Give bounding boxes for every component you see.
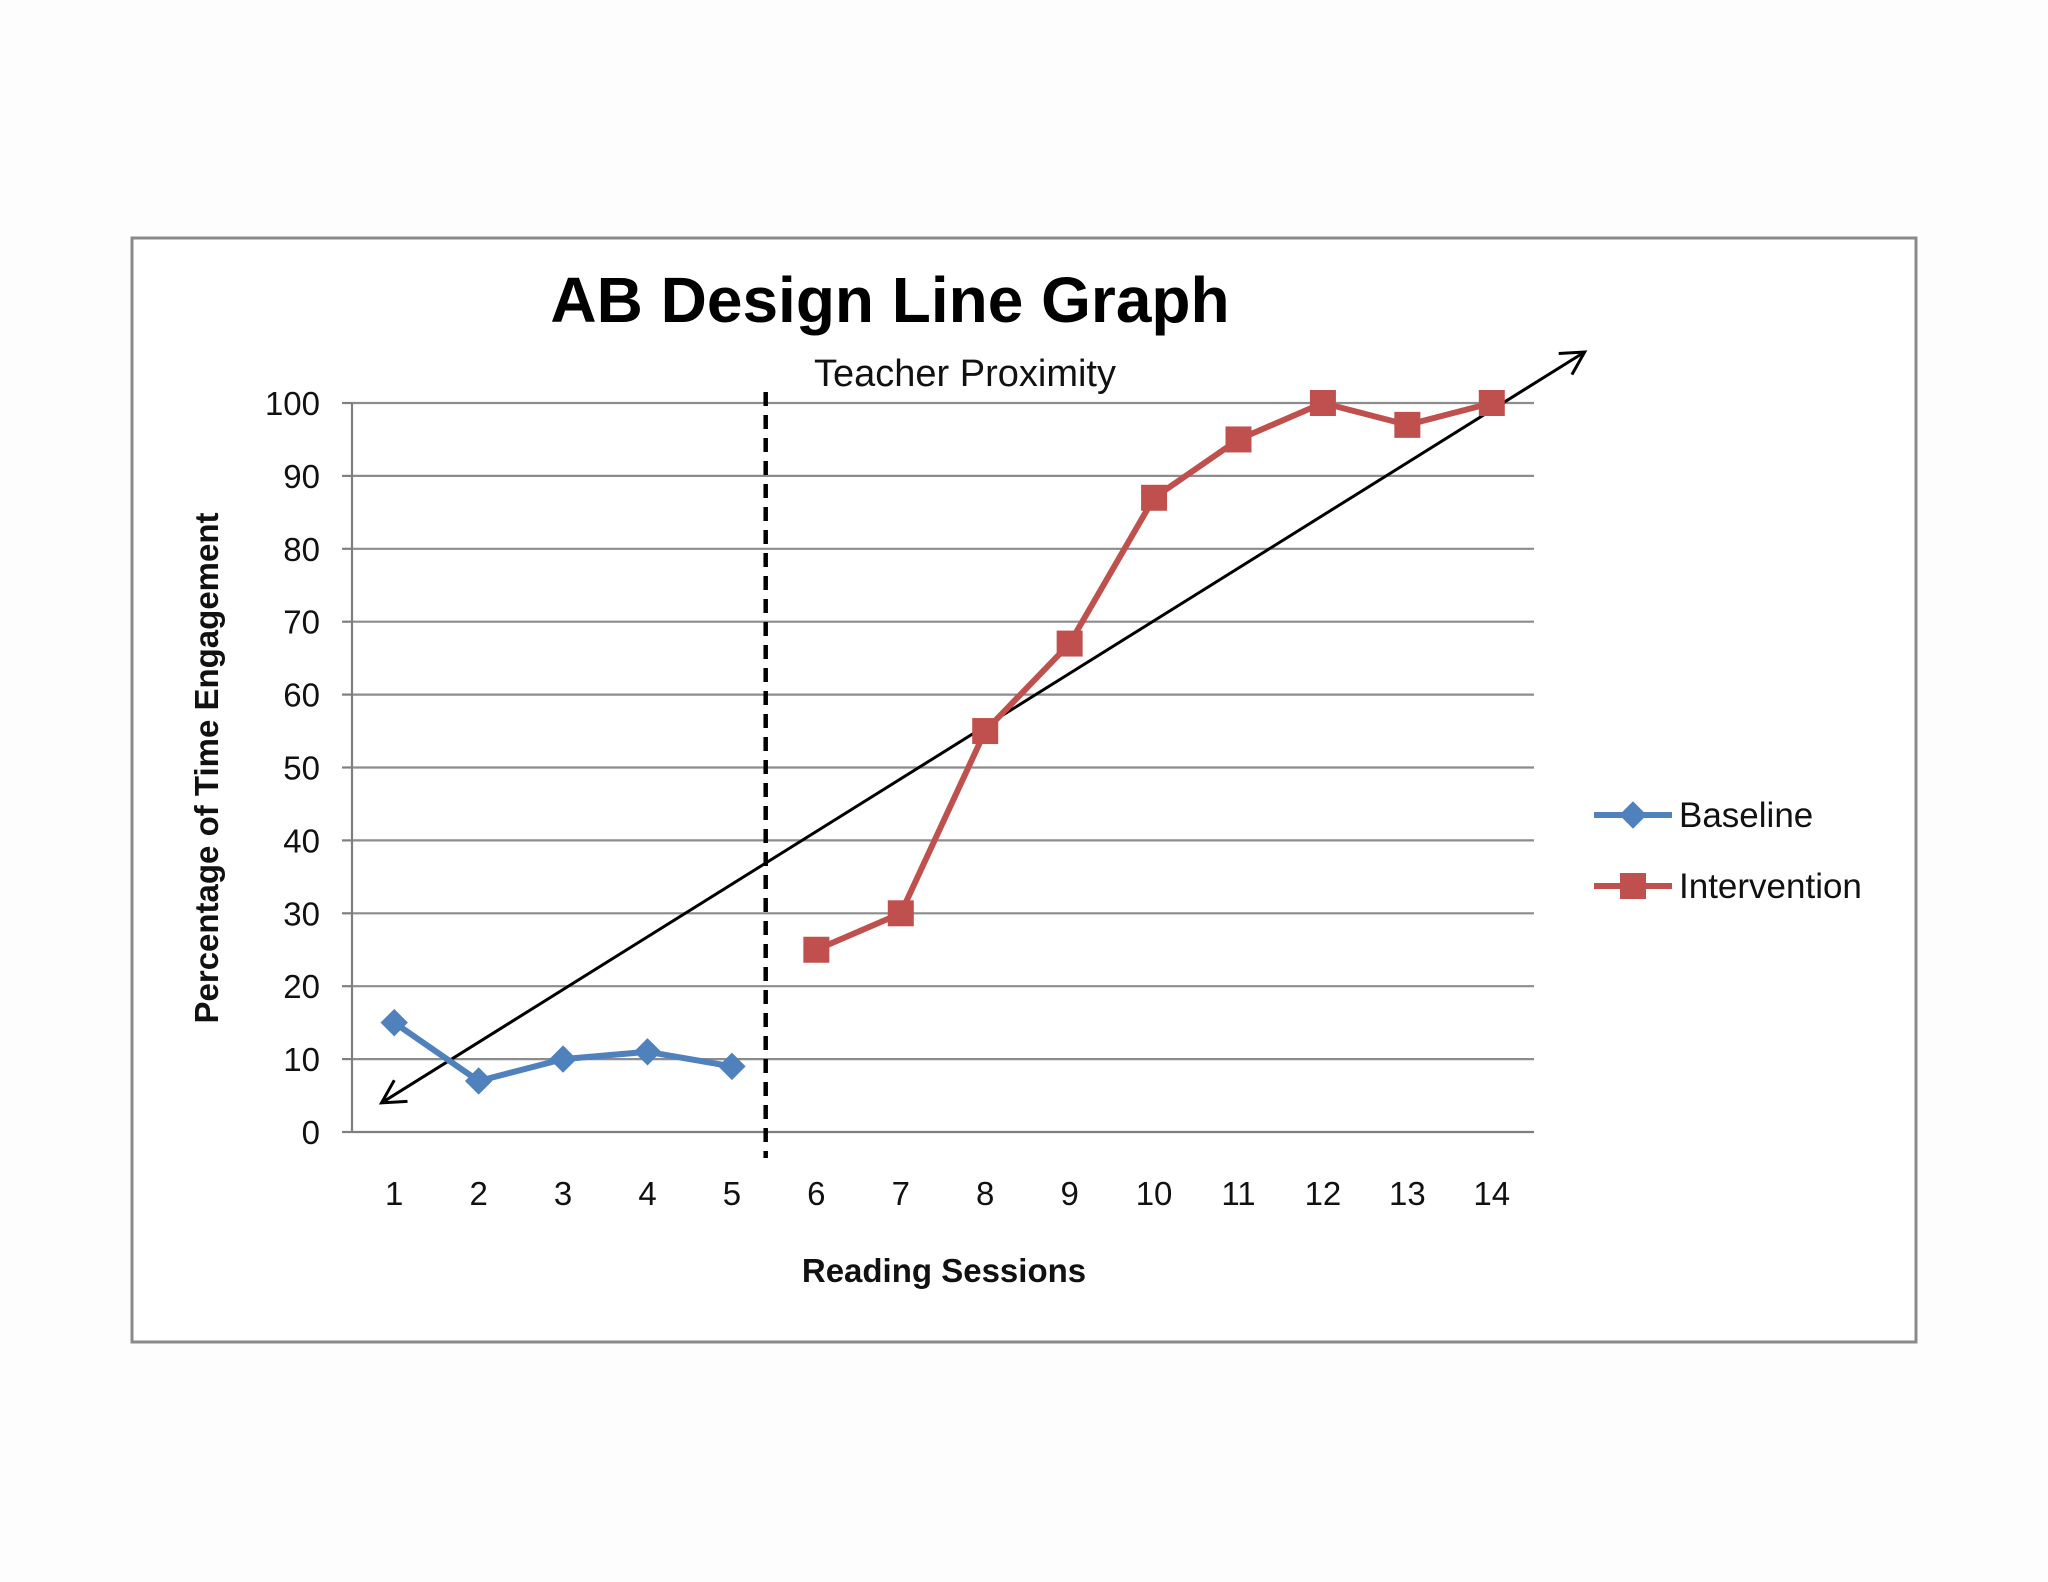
data-point-intervention: [1309, 390, 1336, 416]
chart-title: AB Design Line Graph: [550, 264, 1229, 336]
legend-item-baseline: Baseline: [1594, 796, 1813, 835]
y-tick-label: 70: [283, 604, 320, 641]
y-tick-label: 10: [283, 1041, 320, 1078]
data-point-intervention: [1394, 411, 1421, 438]
y-tick-labels: 0 10 20 30 40 50 60 70 80 90 100: [265, 385, 320, 1151]
phase-label: Teacher Proximity: [814, 353, 1116, 395]
legend-label: Baseline: [1679, 796, 1813, 835]
data-point-baseline: [718, 1052, 746, 1081]
x-tick-label: 6: [807, 1175, 825, 1212]
x-axis-label: Reading Sessions: [802, 1252, 1086, 1289]
chart-border: [130, 236, 1918, 1344]
y-tick-label: 50: [283, 750, 320, 787]
data-point-intervention: [1225, 426, 1252, 453]
y-tick-label: 40: [283, 822, 320, 859]
y-tick-label: 0: [302, 1114, 320, 1151]
series-intervention: [803, 390, 1505, 963]
series-lines: [380, 390, 1505, 1095]
y-tick-label: 90: [283, 458, 320, 495]
y-tick-label: 60: [283, 677, 320, 714]
x-tick-label: 12: [1305, 1175, 1342, 1212]
data-point-baseline: [633, 1038, 662, 1066]
legend-swatch-marker: [1620, 873, 1646, 899]
x-tick-label: 3: [554, 1175, 572, 1212]
x-tick-label: 14: [1473, 1175, 1510, 1212]
y-axis-label: Percentage of Time Engagement: [188, 512, 225, 1023]
data-point-baseline: [464, 1067, 493, 1095]
series-baseline: [380, 1008, 746, 1095]
data-point-intervention: [1478, 390, 1505, 416]
legend: Baseline Intervention: [1594, 796, 1862, 906]
x-tick-label: 2: [469, 1175, 487, 1212]
x-tick-label: 10: [1136, 1175, 1173, 1212]
x-tick-labels: 1 2 3 4 5 6 7 8 9 10 11 12 13 14: [385, 1175, 1510, 1212]
trend-arrowhead-end: [1558, 350, 1588, 376]
y-tick-label: 80: [283, 531, 320, 568]
y-tick-label: 30: [283, 895, 320, 932]
gridlines: [342, 401, 1534, 1134]
x-tick-label: 7: [892, 1175, 910, 1212]
data-point-baseline: [549, 1045, 577, 1073]
data-point-intervention: [972, 718, 999, 745]
legend-label: Intervention: [1679, 867, 1862, 906]
legend-item-intervention: Intervention: [1594, 867, 1862, 906]
data-point-intervention: [803, 936, 830, 963]
data-point-baseline: [380, 1008, 408, 1037]
x-tick-label: 4: [638, 1175, 656, 1212]
x-tick-label: 5: [723, 1175, 741, 1212]
y-tick-label: 20: [283, 968, 320, 1005]
y-tick-label: 100: [265, 385, 320, 422]
x-tick-label: 11: [1221, 1175, 1255, 1212]
data-point-intervention: [1056, 630, 1083, 657]
trend-arrowhead-start: [378, 1079, 408, 1105]
data-point-intervention: [887, 900, 914, 927]
data-point-intervention: [1141, 484, 1168, 511]
legend-swatch-marker: [1619, 801, 1647, 829]
x-tick-label: 13: [1389, 1175, 1426, 1212]
x-tick-label: 1: [385, 1175, 403, 1212]
x-tick-label: 9: [1060, 1175, 1078, 1212]
x-tick-label: 8: [976, 1175, 994, 1212]
